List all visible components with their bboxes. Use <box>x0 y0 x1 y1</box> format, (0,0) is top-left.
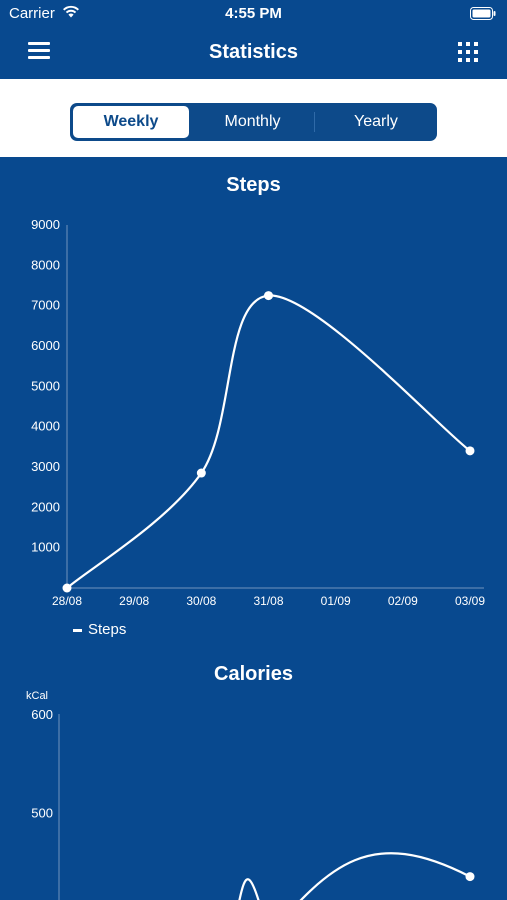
steps-data-point <box>465 446 475 456</box>
steps-x-tick-label: 03/09 <box>455 594 485 608</box>
steps-legend: Steps <box>73 621 126 638</box>
grid-menu-icon[interactable] <box>458 42 478 62</box>
legend-swatch <box>73 628 82 632</box>
status-time: 4:55 PM <box>225 5 282 22</box>
battery-icon <box>470 7 496 25</box>
segment-divider <box>314 112 315 132</box>
calories-y-axis-unit: kCal <box>26 690 48 702</box>
calories-chart-title: Calories <box>214 663 293 685</box>
calories-y-tick-label: 600 <box>31 707 53 722</box>
calories-y-tick-label: 500 <box>31 806 53 821</box>
steps-chart: 1000 2000 3000 4000 5000 6000 7000 8000 9000 28/0… <box>31 217 485 608</box>
calories-chart: kCal400500600 <box>26 690 475 900</box>
page-title: Statistics <box>209 41 298 63</box>
steps-data-point <box>196 468 206 478</box>
steps-y-tick-label: 1000 <box>31 540 60 555</box>
steps-x-tick-label: 30/08 <box>186 594 216 608</box>
status-bar: Carrier 4:55 PM <box>0 0 507 28</box>
wifi-icon <box>62 5 80 23</box>
steps-x-tick-label: 28/08 <box>52 594 82 608</box>
steps-data-point <box>264 291 273 301</box>
carrier-label: Carrier <box>9 5 55 22</box>
steps-x-tick-label: 31/08 <box>253 594 283 608</box>
steps-y-tick-label: 3000 <box>31 459 60 474</box>
period-selector-area: Weekly Monthly Yearly <box>0 79 507 157</box>
steps-data-point <box>62 583 72 593</box>
steps-series-line <box>66 294 471 589</box>
steps-y-tick-label: 9000 <box>31 217 60 232</box>
nav-bar: Statistics <box>0 28 507 79</box>
segment-yearly[interactable]: Yearly <box>354 113 398 130</box>
steps-y-tick-label: 8000 <box>31 257 60 272</box>
steps-chart-title: Steps <box>226 174 281 196</box>
period-segmented-control: Weekly Monthly Yearly <box>70 103 437 141</box>
steps-x-tick-label: 29/08 <box>119 594 149 608</box>
legend-label: Steps <box>88 621 127 638</box>
steps-x-tick-label: 02/09 <box>388 594 418 608</box>
steps-y-tick-label: 6000 <box>31 338 60 353</box>
steps-y-tick-label: 5000 <box>31 378 60 393</box>
steps-y-tick-label: 7000 <box>31 298 60 313</box>
calories-data-point <box>465 872 475 882</box>
steps-y-tick-label: 4000 <box>31 419 60 434</box>
hamburger-menu-icon[interactable] <box>28 42 50 62</box>
steps-y-tick-label: 2000 <box>31 499 60 514</box>
segment-monthly[interactable]: Monthly <box>224 113 281 130</box>
steps-x-tick-label: 01/09 <box>321 594 351 608</box>
calories-series-line <box>238 852 471 900</box>
segment-weekly[interactable]: Weekly <box>73 106 189 138</box>
